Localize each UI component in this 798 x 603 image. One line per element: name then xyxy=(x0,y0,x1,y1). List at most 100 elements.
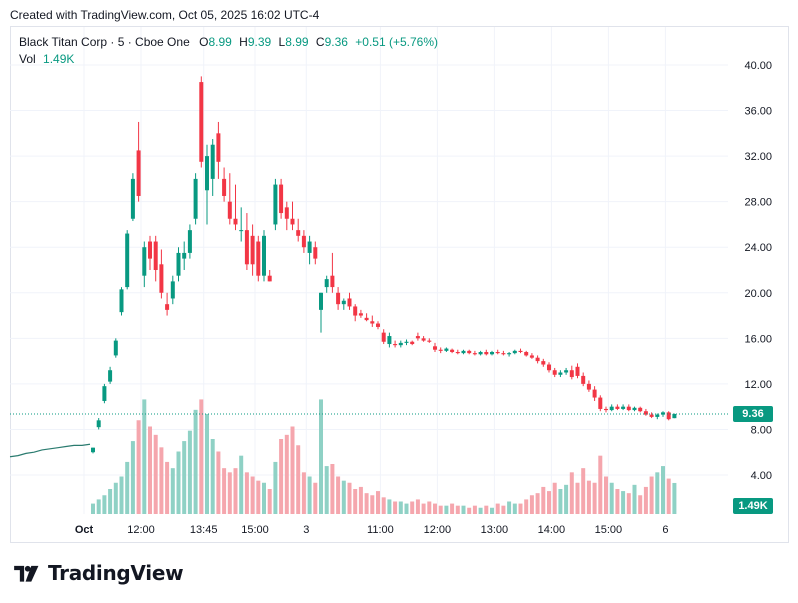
volume-bar xyxy=(621,491,626,514)
candle-body xyxy=(398,342,403,346)
candle xyxy=(130,173,135,222)
candle xyxy=(524,350,529,357)
volume-bar xyxy=(336,476,341,514)
candle-body xyxy=(267,275,272,282)
price-tick-label: 28.00 xyxy=(744,197,772,209)
tradingview-logo-text: TradingView xyxy=(48,561,184,585)
candle xyxy=(404,339,409,346)
tradingview-logo[interactable]: TradingView xyxy=(12,561,184,585)
candle xyxy=(108,366,113,384)
candle xyxy=(290,201,295,231)
volume-bar xyxy=(512,503,517,514)
volume-bar xyxy=(472,505,477,514)
candle-body xyxy=(427,340,432,342)
volume-bar xyxy=(586,480,591,514)
volume-bar xyxy=(421,503,426,514)
candle-body xyxy=(216,133,221,162)
candle-body xyxy=(187,230,192,253)
candle xyxy=(478,350,483,356)
volume-bar xyxy=(564,484,569,514)
candle-body xyxy=(621,406,626,409)
candle-body xyxy=(273,184,278,225)
candle xyxy=(330,252,335,293)
premarket-line xyxy=(9,443,91,458)
volume-bar xyxy=(119,476,124,514)
candle xyxy=(444,347,449,352)
volume-bar xyxy=(638,495,643,514)
candle-body xyxy=(284,207,289,219)
candle xyxy=(512,349,517,355)
candle xyxy=(638,406,643,413)
candle xyxy=(575,363,580,379)
symbol-label: Black Titan Corp · 5 · Cboe One xyxy=(19,35,190,49)
candle-body xyxy=(130,178,135,219)
candle xyxy=(307,235,312,265)
time-tick-label: Oct xyxy=(75,524,94,536)
volume-bar xyxy=(518,503,523,514)
candle-body xyxy=(330,275,335,288)
candle-body xyxy=(433,346,437,350)
volume-bar xyxy=(307,476,312,514)
volume-bar xyxy=(102,495,107,514)
tradingview-logo-icon xyxy=(14,565,39,582)
candle-body xyxy=(609,406,614,411)
candle xyxy=(609,404,614,412)
candle-body xyxy=(159,264,164,293)
volume-bar xyxy=(313,482,318,514)
volume-bar xyxy=(233,468,238,514)
volume-bar xyxy=(159,447,164,514)
time-tick-label: 12:00 xyxy=(424,524,452,536)
open-value: 8.99 xyxy=(208,35,232,49)
candle xyxy=(615,404,620,411)
candle-body xyxy=(153,241,158,270)
time-tick-label: 11:00 xyxy=(367,524,394,536)
candle-body xyxy=(113,340,118,356)
volume-bar xyxy=(301,472,306,514)
candle xyxy=(604,406,608,413)
candle-body xyxy=(552,370,557,375)
candle xyxy=(193,173,198,225)
volume-bar xyxy=(661,466,665,514)
candle-body xyxy=(387,336,392,345)
candle xyxy=(592,386,597,401)
candle-body xyxy=(547,364,551,371)
candle xyxy=(142,241,147,288)
candle-body xyxy=(472,353,477,355)
premarket-series-line xyxy=(9,443,91,458)
candle xyxy=(507,352,512,357)
grid xyxy=(10,27,728,514)
candle-body xyxy=(581,375,586,384)
volume-bar xyxy=(108,489,113,514)
volume-bar xyxy=(672,482,677,514)
volume-bar xyxy=(609,482,614,514)
candle xyxy=(205,144,209,225)
volume-bar xyxy=(552,482,557,514)
candle-body xyxy=(450,349,455,352)
candle xyxy=(427,338,432,343)
candle-body xyxy=(638,407,643,412)
volume-bar xyxy=(199,399,204,514)
volume-bar xyxy=(96,499,101,514)
candle-body xyxy=(507,353,512,355)
candle-body xyxy=(455,352,460,354)
volume-bar xyxy=(507,501,512,514)
price-tick-label: 8.00 xyxy=(751,424,772,436)
volume-bar xyxy=(524,499,529,514)
candle-body xyxy=(575,366,580,376)
volume-bar xyxy=(227,472,232,514)
candle-body xyxy=(592,389,597,398)
candle-body xyxy=(319,292,323,310)
candle xyxy=(125,230,130,290)
candle xyxy=(621,404,626,411)
candle-body xyxy=(524,352,529,356)
volume-bar xyxy=(136,420,141,514)
candle xyxy=(153,235,158,282)
candle-body xyxy=(490,352,494,355)
candle-body xyxy=(170,281,175,299)
candle-body xyxy=(341,300,346,305)
volume-bar xyxy=(398,501,403,514)
candle-body xyxy=(136,150,141,196)
candle xyxy=(244,213,249,270)
candle-body xyxy=(541,361,546,365)
